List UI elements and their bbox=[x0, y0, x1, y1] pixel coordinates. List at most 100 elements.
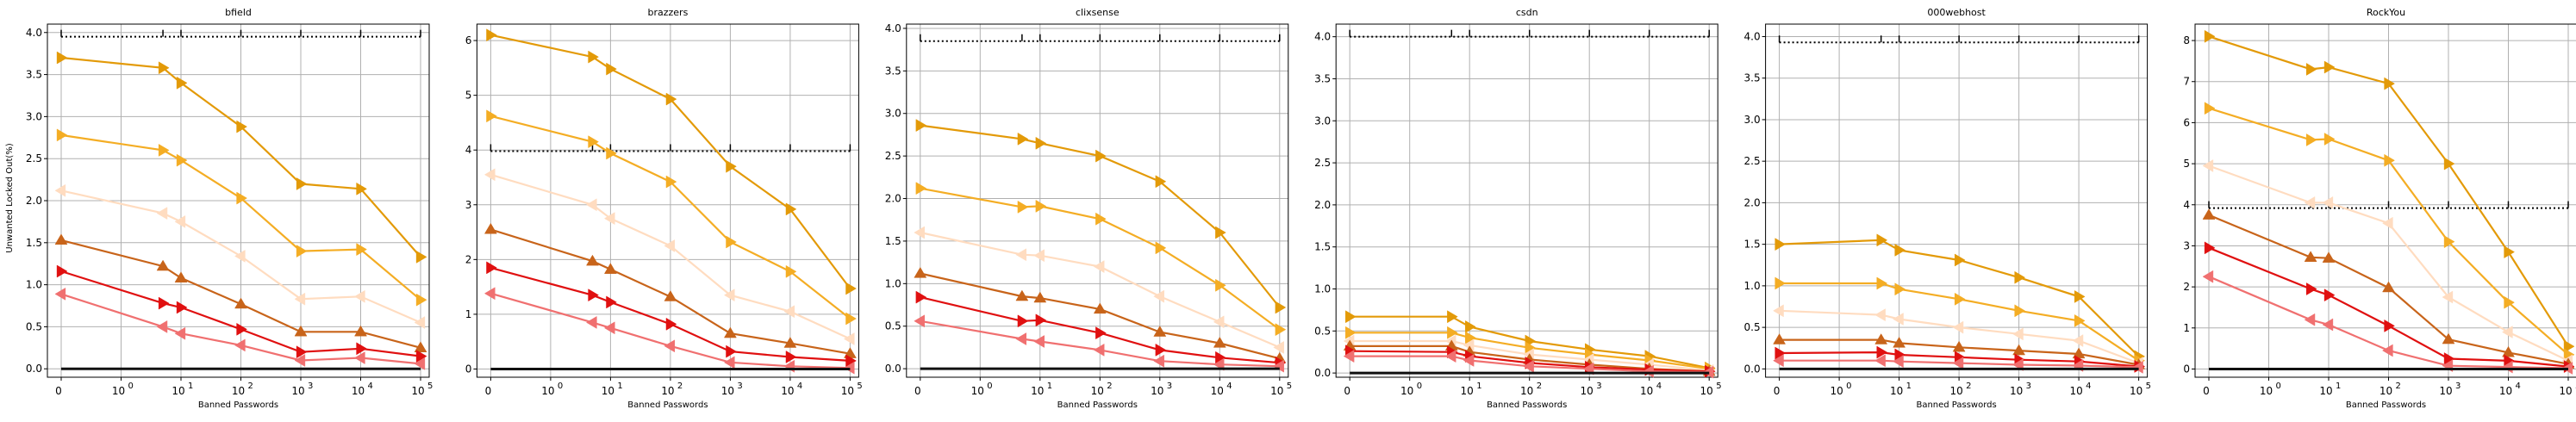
data-point bbox=[588, 50, 599, 64]
data-point bbox=[1954, 292, 1966, 306]
y-tick-label: 1 bbox=[2183, 322, 2190, 334]
data-point bbox=[2204, 241, 2216, 255]
x-tick-exponent: 0 bbox=[987, 382, 992, 391]
x-tick-exponent: 0 bbox=[558, 382, 563, 391]
data-point bbox=[354, 289, 365, 303]
data-point bbox=[2502, 326, 2513, 338]
data-point bbox=[1876, 276, 1888, 290]
data-point bbox=[585, 315, 597, 329]
data-point bbox=[483, 287, 496, 301]
data-point bbox=[606, 146, 617, 160]
data-point bbox=[1215, 226, 1226, 239]
x-axis-label: Banned Passwords bbox=[1487, 400, 1567, 410]
data-point bbox=[56, 128, 68, 142]
data-point bbox=[1952, 340, 1966, 352]
data-point bbox=[1893, 355, 1904, 369]
data-point bbox=[234, 297, 247, 309]
data-point bbox=[664, 239, 676, 252]
x-tick-label: 10 bbox=[1270, 385, 1283, 397]
x-tick-exponent: 3 bbox=[2455, 382, 2461, 391]
x-tick-label: 10 bbox=[2499, 385, 2512, 397]
data-point bbox=[785, 202, 797, 216]
x-tick-exponent: 3 bbox=[737, 382, 742, 391]
x-tick-exponent: 4 bbox=[797, 382, 802, 391]
y-tick-label: 2.0 bbox=[26, 195, 42, 207]
data-point bbox=[1033, 291, 1047, 303]
data-point bbox=[1523, 359, 1534, 373]
x-tick-label: 10 bbox=[661, 385, 674, 397]
data-point bbox=[1643, 364, 1654, 378]
x-tick-label: 10 bbox=[1581, 385, 1594, 397]
plot-frame bbox=[476, 23, 859, 378]
data-point bbox=[1015, 289, 1029, 301]
x-tick-exponent: 1 bbox=[2336, 382, 2341, 391]
data-point bbox=[486, 109, 497, 123]
data-point bbox=[723, 326, 737, 338]
y-tick-label: 3 bbox=[465, 199, 472, 211]
x-tick-exponent: 5 bbox=[1287, 382, 1292, 391]
x-tick-label: 10 bbox=[1640, 385, 1653, 397]
x-tick-exponent: 0 bbox=[1846, 382, 1851, 391]
data-point bbox=[1773, 304, 1784, 318]
data-point bbox=[586, 254, 599, 266]
y-tick-label: 2.5 bbox=[26, 152, 42, 164]
chart-title: RockYou bbox=[2367, 7, 2405, 18]
y-tick-label: 0.5 bbox=[1744, 321, 1761, 333]
data-point bbox=[1035, 136, 1047, 150]
data-point bbox=[2202, 270, 2214, 283]
y-tick-label: 6 bbox=[2183, 116, 2190, 128]
x-tick-exponent: 1 bbox=[1906, 382, 1912, 391]
y-tick-label: 0.5 bbox=[1314, 325, 1331, 337]
data-point bbox=[603, 321, 615, 335]
y-tick-label: 1.5 bbox=[1314, 241, 1331, 253]
y-tick-label: 1.0 bbox=[26, 279, 42, 291]
plot-frame bbox=[1335, 23, 1718, 378]
data-point bbox=[1093, 260, 1105, 274]
data-point bbox=[1275, 323, 1287, 337]
data-point bbox=[1155, 175, 1167, 189]
data-point bbox=[664, 339, 676, 353]
data-point bbox=[2304, 195, 2316, 209]
x-tick-exponent: 3 bbox=[308, 382, 313, 391]
x-tick-label: 0 bbox=[485, 385, 492, 397]
chart-panel-1: 0.00.51.01.52.02.53.03.54.00 10 0 10 1 10 2 10 3… bbox=[26, 7, 433, 410]
data-point bbox=[664, 290, 677, 301]
plot-frame bbox=[47, 23, 430, 378]
y-tick-label: 4.0 bbox=[1744, 30, 1761, 42]
data-point bbox=[1095, 149, 1107, 163]
x-tick-exponent: 4 bbox=[368, 382, 373, 391]
data-point bbox=[2382, 216, 2393, 230]
y-tick-label: 2.0 bbox=[885, 193, 901, 205]
plot-frame bbox=[2194, 23, 2576, 378]
x-tick-exponent: 1 bbox=[617, 382, 622, 391]
data-point bbox=[723, 356, 735, 369]
data-point bbox=[414, 357, 426, 370]
data-point bbox=[1345, 310, 1357, 324]
x-axis-label: Banned Passwords bbox=[627, 400, 708, 410]
x-tick-exponent: 1 bbox=[1476, 382, 1481, 391]
x-tick-exponent: 4 bbox=[1656, 382, 1662, 391]
y-tick-label: 2 bbox=[465, 253, 472, 265]
x-tick-exponent: 0 bbox=[1417, 382, 1422, 391]
x-tick-label: 10 bbox=[971, 385, 984, 397]
data-point bbox=[483, 222, 497, 234]
chart-title: bfield bbox=[225, 7, 252, 18]
x-tick-label: 10 bbox=[2010, 385, 2023, 397]
y-tick-label: 1.0 bbox=[885, 277, 901, 289]
x-tick-exponent: 2 bbox=[2396, 382, 2401, 391]
data-point bbox=[1273, 340, 1284, 354]
chart-title: csdn bbox=[1516, 7, 1538, 18]
x-tick-exponent: 4 bbox=[1226, 382, 1232, 391]
data-point bbox=[1775, 238, 1787, 251]
y-tick-label: 4 bbox=[2183, 199, 2190, 211]
data-point bbox=[2012, 344, 2026, 356]
x-tick-label: 10 bbox=[172, 385, 184, 397]
data-point bbox=[2442, 332, 2455, 344]
data-point bbox=[1275, 301, 1287, 314]
x-tick-label: 10 bbox=[352, 385, 365, 397]
data-point bbox=[783, 337, 797, 348]
chart-title: clixsense bbox=[1076, 7, 1120, 18]
x-tick-label: 10 bbox=[2130, 385, 2143, 397]
